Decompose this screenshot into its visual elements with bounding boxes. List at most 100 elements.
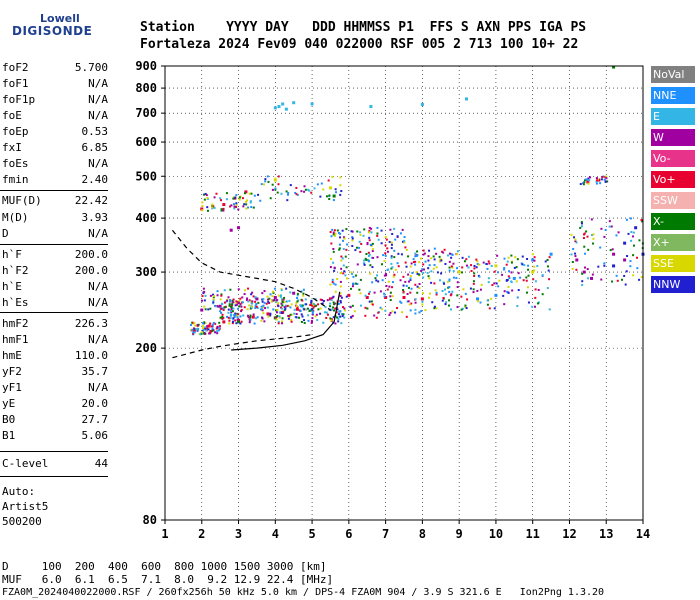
data-point — [623, 241, 627, 245]
echo-mark — [470, 264, 473, 267]
echo-mark — [343, 237, 346, 240]
echo-mark — [384, 235, 387, 238]
echo-mark — [596, 179, 599, 182]
echo-mark — [389, 299, 392, 302]
echo-mark — [231, 304, 234, 307]
echo-mark — [590, 218, 593, 221]
echo-mark — [256, 316, 259, 319]
echo-mark — [191, 328, 194, 331]
echo-mark — [281, 320, 284, 323]
echo-mark — [242, 205, 245, 208]
param-label: B1 — [2, 429, 16, 442]
echo-mark — [211, 329, 214, 332]
data-point — [465, 97, 469, 101]
echo-mark — [228, 319, 231, 322]
echo-mark — [230, 309, 233, 312]
echo-mark — [341, 257, 344, 260]
echo-mark — [330, 257, 333, 260]
x-tick-label: 11 — [525, 527, 539, 541]
echo-mark — [409, 291, 412, 294]
echo-mark — [537, 302, 540, 305]
data-point — [292, 101, 296, 105]
echo-mark — [222, 317, 225, 320]
echo-mark — [579, 226, 582, 229]
echo-mark — [289, 306, 292, 309]
param-foes: foEs N/A — [2, 156, 108, 172]
echo-mark — [399, 279, 402, 282]
echo-mark — [300, 320, 303, 323]
echo-mark — [262, 304, 265, 307]
echo-mark — [303, 185, 306, 188]
echo-mark — [546, 287, 549, 290]
echo-mark — [189, 323, 192, 326]
echo-mark — [527, 274, 530, 277]
echo-mark — [629, 260, 632, 263]
echo-mark — [510, 254, 513, 257]
echo-mark — [385, 238, 388, 241]
param-value: N/A — [88, 381, 108, 394]
echo-mark — [234, 312, 237, 315]
echo-mark — [290, 319, 293, 322]
echo-mark — [448, 299, 451, 302]
echo-mark — [503, 290, 506, 293]
echo-mark — [249, 200, 252, 203]
echo-mark — [448, 278, 451, 281]
data-point — [328, 297, 332, 301]
echo-mark — [396, 306, 399, 309]
echo-mark — [480, 283, 483, 286]
echo-mark — [267, 180, 270, 183]
echo-mark — [382, 254, 385, 257]
echo-mark — [367, 231, 370, 234]
echo-mark — [243, 203, 246, 206]
echo-mark — [213, 206, 216, 209]
echo-mark — [280, 192, 283, 195]
echo-mark — [230, 307, 233, 310]
echo-mark — [317, 308, 320, 311]
echo-mark — [427, 275, 430, 278]
echo-mark — [390, 241, 393, 244]
echo-mark — [303, 321, 306, 324]
echo-mark — [475, 266, 478, 269]
echo-mark — [332, 316, 335, 319]
echo-mark — [345, 295, 348, 298]
param-foe: foE N/A — [2, 108, 108, 124]
echo-mark — [227, 308, 230, 311]
param-value: 200.0 — [74, 264, 108, 277]
echo-mark — [349, 306, 352, 309]
echo-mark — [343, 316, 346, 319]
echo-mark — [342, 272, 345, 275]
echo-mark — [277, 302, 280, 305]
echo-mark — [353, 310, 356, 313]
echo-mark — [415, 254, 418, 257]
echo-mark — [319, 298, 322, 301]
echo-mark — [608, 225, 611, 228]
echo-mark — [263, 290, 266, 293]
echo-mark — [414, 252, 417, 255]
echo-mark — [227, 296, 230, 299]
echo-mark — [376, 256, 379, 259]
echo-mark — [339, 184, 342, 187]
echo-mark — [440, 272, 443, 275]
echo-mark — [206, 209, 209, 212]
echo-mark — [390, 243, 393, 246]
echo-mark — [251, 302, 254, 305]
echo-mark — [592, 242, 595, 245]
echo-mark — [473, 267, 476, 270]
echo-mark — [603, 235, 606, 238]
x-tick-label: 9 — [456, 527, 463, 541]
echo-mark — [332, 261, 335, 264]
echo-mark — [336, 229, 339, 232]
echo-mark — [368, 229, 371, 232]
echo-mark — [427, 255, 430, 258]
echo-mark — [399, 232, 402, 235]
echo-mark — [346, 243, 349, 246]
y-tick-label: 700 — [135, 106, 157, 120]
param-label: h`F — [2, 248, 22, 261]
echo-mark — [307, 188, 310, 191]
echo-mark — [247, 287, 250, 290]
echo-mark — [356, 282, 359, 285]
echo-mark — [488, 307, 491, 310]
y-tick-label: 200 — [135, 341, 157, 355]
echo-mark — [465, 307, 468, 310]
echo-mark — [376, 232, 379, 235]
